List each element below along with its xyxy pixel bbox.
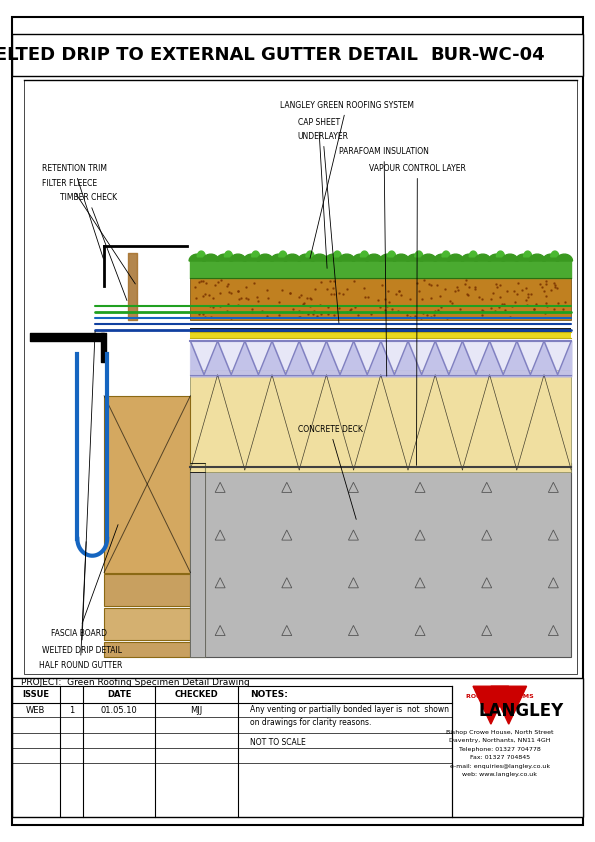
Polygon shape bbox=[447, 254, 464, 261]
Bar bbox=[24, 80, 577, 674]
Text: FASCIA BOARD: FASCIA BOARD bbox=[51, 525, 118, 637]
Polygon shape bbox=[393, 254, 409, 261]
Polygon shape bbox=[488, 254, 505, 261]
Polygon shape bbox=[556, 254, 572, 261]
Polygon shape bbox=[380, 254, 396, 261]
Text: CHECKED: CHECKED bbox=[174, 690, 218, 699]
Text: web: www.langley.co.uk: web: www.langley.co.uk bbox=[462, 772, 537, 777]
Text: VAPOUR CONTROL LAYER: VAPOUR CONTROL LAYER bbox=[369, 164, 466, 466]
Text: Bishop Crowe House, North Street: Bishop Crowe House, North Street bbox=[446, 730, 553, 735]
Text: WEB: WEB bbox=[26, 706, 45, 715]
Text: NOT TO SCALE: NOT TO SCALE bbox=[250, 738, 306, 748]
Bar bbox=[190, 463, 571, 657]
Bar bbox=[190, 463, 205, 657]
Bar bbox=[104, 574, 190, 606]
Bar bbox=[104, 642, 190, 657]
Polygon shape bbox=[279, 251, 287, 257]
Polygon shape bbox=[434, 254, 450, 261]
Polygon shape bbox=[491, 686, 527, 724]
Text: CONCRETE DECK: CONCRETE DECK bbox=[298, 425, 362, 520]
Text: ROOFING SYSTEMS: ROOFING SYSTEMS bbox=[466, 694, 534, 699]
Bar bbox=[190, 278, 571, 320]
Polygon shape bbox=[252, 251, 260, 257]
Text: 01.05.10: 01.05.10 bbox=[101, 706, 137, 715]
Polygon shape bbox=[496, 251, 505, 257]
Polygon shape bbox=[339, 254, 355, 261]
Polygon shape bbox=[475, 254, 491, 261]
Bar bbox=[190, 370, 571, 472]
Text: CAP SHEET: CAP SHEET bbox=[298, 118, 340, 269]
Text: MJJ: MJJ bbox=[190, 706, 202, 715]
Polygon shape bbox=[352, 254, 368, 261]
Polygon shape bbox=[325, 254, 342, 261]
Text: WELTED DRIP DETAIL: WELTED DRIP DETAIL bbox=[42, 331, 121, 654]
Polygon shape bbox=[189, 254, 205, 261]
Polygon shape bbox=[420, 254, 437, 261]
Polygon shape bbox=[216, 254, 233, 261]
Polygon shape bbox=[366, 254, 382, 261]
Text: FILTER FLEECE: FILTER FLEECE bbox=[42, 179, 135, 284]
Text: on drawings for clarity reasons.: on drawings for clarity reasons. bbox=[250, 718, 371, 727]
Text: DATE: DATE bbox=[107, 690, 131, 699]
Text: HALF ROUND GUTTER: HALF ROUND GUTTER bbox=[39, 541, 122, 669]
Text: TIMBER CHECK: TIMBER CHECK bbox=[60, 194, 127, 301]
Text: WELTED DRIP TO EXTERNAL GUTTER DETAIL: WELTED DRIP TO EXTERNAL GUTTER DETAIL bbox=[0, 45, 418, 64]
Polygon shape bbox=[306, 251, 314, 257]
Text: RETENTION TRIM: RETENTION TRIM bbox=[42, 164, 107, 258]
Text: Daventry, Northants, NN11 4GH: Daventry, Northants, NN11 4GH bbox=[449, 738, 550, 743]
Polygon shape bbox=[298, 254, 314, 261]
Polygon shape bbox=[203, 254, 219, 261]
Bar bbox=[104, 396, 190, 573]
Polygon shape bbox=[529, 254, 546, 261]
Polygon shape bbox=[469, 251, 477, 257]
Text: UNDERLAYER: UNDERLAYER bbox=[298, 132, 349, 323]
Polygon shape bbox=[230, 254, 246, 261]
Polygon shape bbox=[361, 251, 368, 257]
Text: ISSUE: ISSUE bbox=[22, 690, 49, 699]
Polygon shape bbox=[333, 251, 342, 257]
Polygon shape bbox=[406, 254, 423, 261]
Polygon shape bbox=[515, 254, 532, 261]
Polygon shape bbox=[271, 254, 287, 261]
Bar bbox=[190, 472, 205, 657]
Bar bbox=[12, 678, 583, 817]
Polygon shape bbox=[243, 254, 260, 261]
Text: Telephone: 01327 704778: Telephone: 01327 704778 bbox=[459, 747, 541, 752]
Polygon shape bbox=[197, 251, 205, 257]
Text: BUR-WC-04: BUR-WC-04 bbox=[431, 45, 545, 64]
Text: PARAFOAM INSULATION: PARAFOAM INSULATION bbox=[339, 147, 429, 376]
Text: Any venting or partially bonded layer is: Any venting or partially bonded layer is bbox=[250, 705, 405, 714]
Text: PROJECT:  Green Roofing Specimen Detail Drawing: PROJECT: Green Roofing Specimen Detail D… bbox=[21, 678, 249, 686]
Text: e-mail: enquiries@langley.co.uk: e-mail: enquiries@langley.co.uk bbox=[450, 764, 550, 769]
Polygon shape bbox=[543, 254, 559, 261]
Polygon shape bbox=[311, 254, 328, 261]
Polygon shape bbox=[224, 251, 233, 257]
Bar bbox=[12, 34, 583, 76]
Polygon shape bbox=[461, 254, 477, 261]
Text: LANGLEY: LANGLEY bbox=[478, 702, 563, 721]
Polygon shape bbox=[257, 254, 273, 261]
Polygon shape bbox=[284, 254, 300, 261]
Text: NOTES:: NOTES: bbox=[250, 690, 288, 700]
Polygon shape bbox=[415, 251, 423, 257]
Text: LANGLEY GREEN ROOFING SYSTEM: LANGLEY GREEN ROOFING SYSTEM bbox=[280, 101, 414, 258]
Polygon shape bbox=[387, 251, 396, 257]
Polygon shape bbox=[473, 686, 509, 724]
Polygon shape bbox=[551, 251, 559, 257]
Polygon shape bbox=[442, 251, 450, 257]
Text: 1: 1 bbox=[69, 706, 74, 715]
Text: Fax: 01327 704845: Fax: 01327 704845 bbox=[469, 755, 530, 760]
Text: Any venting or partially bonded layer is  not  shown: Any venting or partially bonded layer is… bbox=[250, 705, 449, 714]
Polygon shape bbox=[524, 251, 532, 257]
Bar bbox=[104, 608, 190, 640]
Polygon shape bbox=[502, 254, 518, 261]
